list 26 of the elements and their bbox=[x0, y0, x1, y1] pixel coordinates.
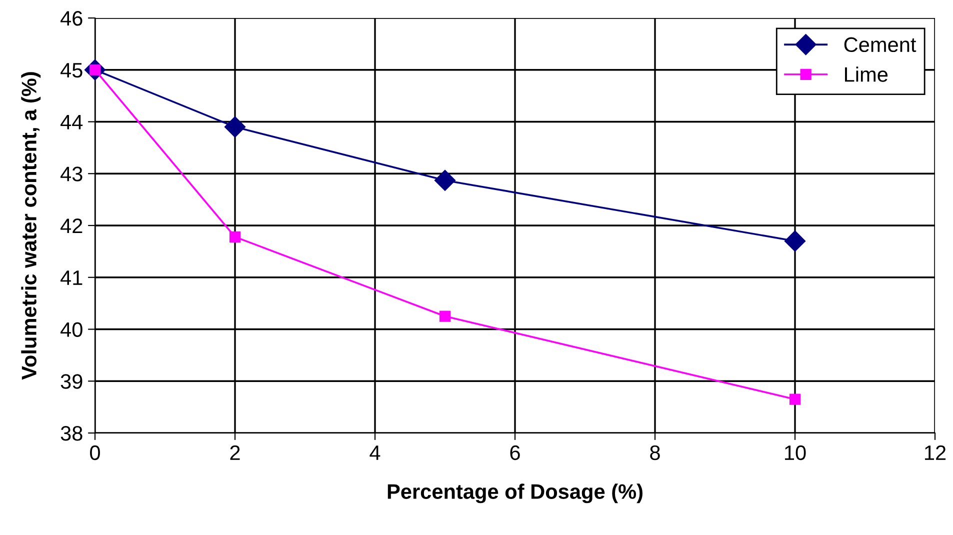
point bbox=[789, 394, 801, 405]
y-tick-label: 41 bbox=[60, 270, 82, 285]
legend-label: Lime bbox=[845, 66, 888, 82]
y-tick-label: 42 bbox=[60, 218, 82, 234]
y-tick-label: 46 bbox=[60, 11, 82, 26]
y-tick-label: 43 bbox=[60, 166, 82, 182]
x-tick-label: 10 bbox=[785, 445, 806, 460]
x-tick-label: 2 bbox=[230, 445, 240, 460]
x-tick-label: 4 bbox=[370, 446, 380, 460]
y-tick-label: 38 bbox=[60, 426, 82, 441]
legend-label: Cement bbox=[844, 37, 916, 52]
y-tick-label: 44 bbox=[60, 114, 83, 130]
y-tick-label: 39 bbox=[60, 374, 82, 389]
x-axis-title: Percentage of Dosage (%) bbox=[388, 484, 642, 504]
y-tick-label: 45 bbox=[60, 63, 82, 78]
y-axis-title: Volumetric water content, a (%) bbox=[21, 72, 41, 380]
point bbox=[434, 170, 456, 191]
point bbox=[784, 230, 806, 252]
x-tick-label: 12 bbox=[925, 445, 946, 460]
y-tick-label: 40 bbox=[60, 322, 82, 338]
x-tick-label: 8 bbox=[650, 445, 660, 460]
x-tick-label: 6 bbox=[510, 445, 520, 460]
x-tick-label: 0 bbox=[90, 445, 100, 460]
point bbox=[439, 310, 451, 322]
point bbox=[224, 116, 246, 138]
point bbox=[229, 231, 241, 242]
